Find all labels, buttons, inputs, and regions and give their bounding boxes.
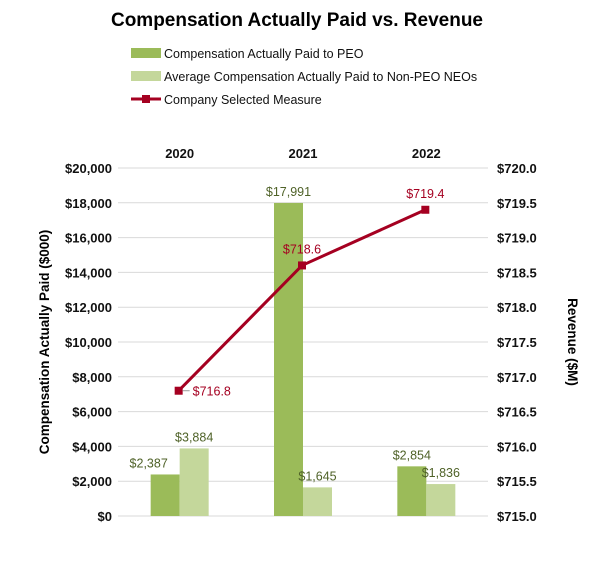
y-tick-label: $2,000 xyxy=(72,474,112,489)
category-label: 2021 xyxy=(289,146,318,161)
line-marker xyxy=(421,205,430,214)
y2-tick-label: $718.5 xyxy=(497,265,537,280)
y2-tick-label: $720.0 xyxy=(497,161,537,176)
y-axis-label: Compensation Actually Paid ($000) xyxy=(37,230,52,455)
y2-tick-label: $715.0 xyxy=(497,509,537,524)
y2-tick-label: $719.5 xyxy=(497,196,537,211)
y2-tick-label: $717.5 xyxy=(497,335,537,350)
bar xyxy=(179,448,209,516)
data-label: $719.4 xyxy=(406,187,444,201)
bars: $2,387 $17,991 $2,854 $3,884 $1,645 $1,836 xyxy=(130,185,460,516)
data-label: $2,387 xyxy=(130,456,168,470)
y-tick-label: $0 xyxy=(98,509,112,524)
y2-tick-label: $715.5 xyxy=(497,474,537,489)
y-tick-label: $20,000 xyxy=(65,161,112,176)
y-tick-label: $6,000 xyxy=(72,405,112,420)
y-tick-label: $18,000 xyxy=(65,196,112,211)
legend: Compensation Actually Paid to PEO Average… xyxy=(131,47,477,107)
legend-label: Compensation Actually Paid to PEO xyxy=(164,47,364,61)
y2-axis-label: Revenue ($M) xyxy=(565,298,580,386)
data-label: $2,854 xyxy=(393,448,431,462)
data-label: $17,991 xyxy=(266,185,311,199)
legend-swatch xyxy=(131,48,161,58)
y2-tick-label: $716.5 xyxy=(497,405,537,420)
line-series: $716.8 $718.6 $719.4 xyxy=(174,187,444,399)
data-label: $1,645 xyxy=(298,469,336,483)
legend-label: Company Selected Measure xyxy=(164,93,322,107)
y-tick-label: $4,000 xyxy=(72,439,112,454)
axes: $0 $715.0 $2,000 $715.5 $4,000 $716.0 $6,000 $7… xyxy=(65,146,537,524)
y2-tick-label: $717.0 xyxy=(497,370,537,385)
chart-title: Compensation Actually Paid vs. Revenue xyxy=(111,10,483,31)
y-tick-label: $16,000 xyxy=(65,231,112,246)
y2-tick-label: $719.0 xyxy=(497,231,537,246)
data-label: $718.6 xyxy=(283,242,321,256)
data-label: $716.8 xyxy=(193,385,231,399)
y2-tick-label: $718.0 xyxy=(497,300,537,315)
line-marker xyxy=(298,261,306,270)
category-label: 2022 xyxy=(412,146,441,161)
bar xyxy=(274,202,303,516)
bar xyxy=(426,484,456,516)
y-tick-label: $10,000 xyxy=(65,335,112,350)
category-label: 2020 xyxy=(165,146,194,161)
y2-tick-label: $716.0 xyxy=(497,439,537,454)
y-tick-label: $14,000 xyxy=(65,265,112,280)
legend-marker xyxy=(142,95,150,103)
bar xyxy=(303,487,332,516)
legend-label: Average Compensation Actually Paid to No… xyxy=(164,70,477,84)
data-label: $1,836 xyxy=(422,466,460,480)
legend-swatch xyxy=(131,71,161,81)
y-tick-label: $12,000 xyxy=(65,300,112,315)
bar xyxy=(397,466,427,516)
data-label: $3,884 xyxy=(175,430,213,444)
bar xyxy=(150,474,180,516)
y-tick-label: $8,000 xyxy=(72,370,112,385)
line-marker xyxy=(174,386,183,395)
